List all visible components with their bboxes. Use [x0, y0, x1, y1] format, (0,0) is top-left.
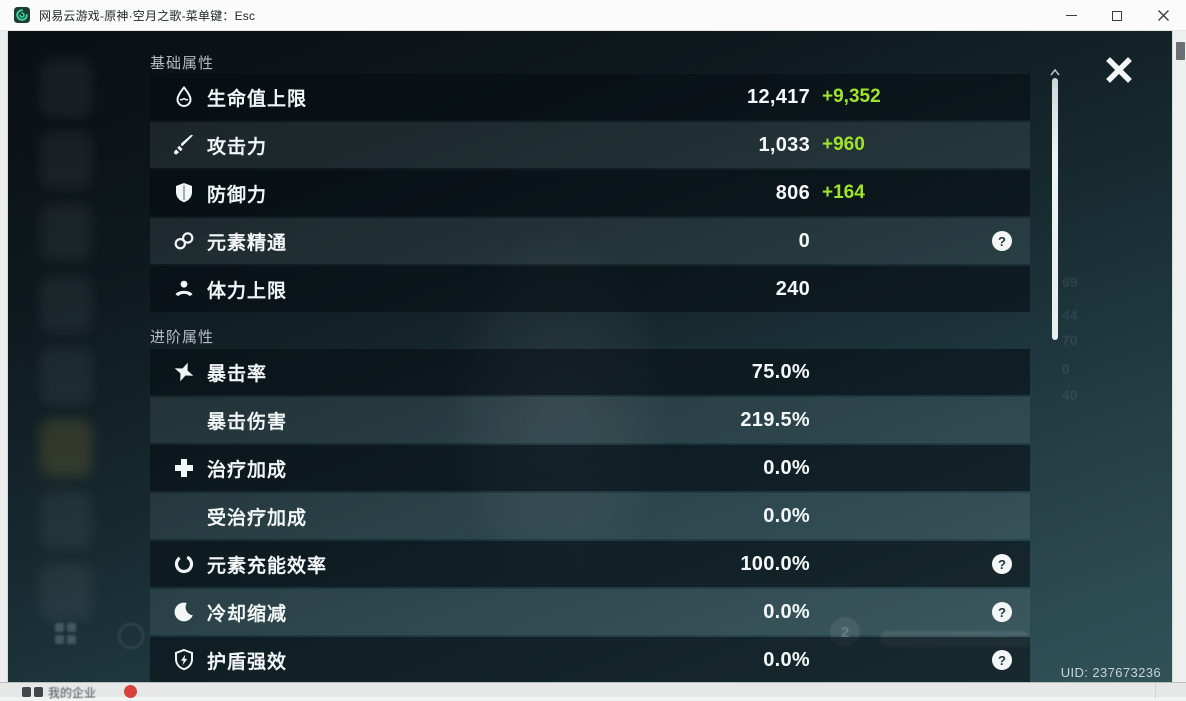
- scrollbar-up-arrow-icon: [1050, 68, 1060, 76]
- energy-recharge-icon: [172, 552, 196, 576]
- stat-label: 暴击率: [207, 363, 268, 385]
- host-frame-left: [0, 31, 8, 682]
- stat-label: 防御力: [207, 184, 268, 206]
- help-question-icon[interactable]: ?: [992, 554, 1012, 574]
- help-question-icon[interactable]: ?: [992, 650, 1012, 670]
- ghost-portrait-blob: [40, 491, 92, 549]
- panel-close-icon: [1106, 57, 1132, 83]
- healing-bonus-icon: [172, 456, 196, 480]
- help-question-icon[interactable]: ?: [992, 231, 1012, 251]
- stat-value: 100.0%: [740, 552, 810, 575]
- attack-sword-icon: [172, 133, 196, 157]
- stat-value: 0.0%: [763, 504, 810, 527]
- stat-label: 受治疗加成: [207, 507, 308, 529]
- hp-drop-icon: [172, 85, 196, 109]
- window-titlebar: 网易云游戏-原神·空月之歌-菜单键：Esc: [0, 0, 1186, 31]
- ghost-portrait-blob: [40, 563, 92, 621]
- shield-strength-icon: [172, 648, 196, 672]
- panel-close-button[interactable]: [1104, 55, 1134, 85]
- stat-label: 暴击伤害: [207, 411, 288, 433]
- stat-bonus-value: +960: [822, 134, 865, 155]
- footer-app-icon: [22, 687, 43, 697]
- stat-label: 治疗加成: [207, 459, 288, 481]
- minimize-button[interactable]: [1048, 0, 1094, 31]
- stat-row-max-hp: 生命值上限 12,417 +9,352: [150, 74, 1030, 120]
- host-frame-right: [1172, 31, 1186, 682]
- game-viewport: 2 69 44 70 0 40 基础属性 生命值上限 12,417 +9,352 攻击力 1,03…: [8, 31, 1172, 682]
- defense-shield-icon: [172, 181, 196, 205]
- footer-divider: [1155, 683, 1156, 698]
- window-title: 网易云游戏-原神·空月之歌-菜单键：Esc: [39, 8, 256, 23]
- stat-value: 1,033: [758, 133, 810, 156]
- stat-row-atk: 攻击力 1,033 +960: [150, 122, 1030, 168]
- stat-label: 护盾强效: [207, 651, 288, 673]
- stat-value: 75.0%: [751, 360, 810, 383]
- stat-row-elemental-mastery: 元素精通 0?: [150, 218, 1030, 264]
- attributes-panel: 基础属性生命值上限 12,417 +9,352 攻击力 1,033 +960 防御力 806 +…: [150, 52, 1030, 682]
- ghost-portrait-blob: [40, 59, 92, 117]
- stat-value: 240: [775, 277, 810, 300]
- stat-row-energy-recharge: 元素充能效率 100.0%?: [150, 541, 1030, 587]
- stat-value: 0: [798, 229, 810, 252]
- stat-row-healing-bonus: 治疗加成 0.0%: [150, 445, 1030, 491]
- clipped-ui-fragment: [1176, 42, 1185, 60]
- stat-bonus-value: +164: [822, 182, 865, 203]
- stat-value: 0.0%: [763, 648, 810, 671]
- help-question-icon[interactable]: ?: [992, 602, 1012, 622]
- ghost-number: 0: [1062, 361, 1070, 377]
- ghost-portrait-blob: [40, 347, 92, 405]
- minimize-icon: [1065, 14, 1077, 17]
- ghost-portrait-blob: [40, 203, 92, 261]
- ghost-number: 70: [1062, 332, 1078, 348]
- stat-value: 0.0%: [763, 456, 810, 479]
- stat-row-cd-reduction: 冷却缩减 0.0%?: [150, 589, 1030, 635]
- ghost-number: 40: [1062, 387, 1078, 403]
- stat-bonus-value: +9,352: [822, 86, 881, 107]
- stat-label: 攻击力: [207, 136, 268, 158]
- uid-label: UID: 237673236: [1060, 665, 1161, 680]
- stat-label: 元素精通: [207, 232, 288, 254]
- stat-row-shield-strength: 护盾强效 0.0%?: [150, 637, 1030, 682]
- ghost-menu-grid-icon: [55, 623, 77, 645]
- stat-row-max-stamina: 体力上限 240: [150, 266, 1030, 312]
- crit-rate-icon: [172, 360, 196, 384]
- footer-label[interactable]: 我的企业: [48, 686, 97, 700]
- ghost-portrait-blob: [40, 131, 92, 189]
- ghost-number: 69: [1062, 274, 1078, 290]
- stat-row-incoming-healing-bonus: 受治疗加成 0.0%: [150, 493, 1030, 539]
- stamina-icon: [172, 277, 196, 301]
- stat-label: 体力上限: [207, 280, 288, 302]
- ghost-portrait-blob: [40, 419, 92, 477]
- stat-label: 生命值上限: [207, 88, 308, 110]
- maximize-button[interactable]: [1094, 0, 1140, 31]
- panel-scrollbar[interactable]: [1048, 67, 1062, 347]
- maximize-icon: [1112, 10, 1122, 21]
- ghost-number: 44: [1062, 307, 1078, 323]
- elemental-mastery-icon: [172, 229, 196, 253]
- window-close-button[interactable]: [1140, 0, 1186, 31]
- stat-value: 806: [775, 181, 810, 204]
- stat-label: 冷却缩减: [207, 603, 288, 625]
- scrollbar-thumb[interactable]: [1052, 78, 1058, 340]
- stat-label: 元素充能效率: [207, 555, 328, 577]
- notification-badge: [124, 685, 137, 698]
- cooldown-icon: [172, 600, 196, 624]
- section-title: 进阶属性: [150, 329, 215, 346]
- section-title: 基础属性: [150, 55, 215, 72]
- ghost-circle-button: [118, 623, 144, 649]
- stat-row-crit-rate: 暴击率 75.0%: [150, 349, 1030, 395]
- stat-row-def: 防御力 806 +164: [150, 170, 1030, 216]
- host-footer-bar: 我的企业: [0, 682, 1186, 700]
- stat-value: 12,417: [747, 85, 810, 108]
- ghost-portrait-blob: [40, 275, 92, 333]
- netease-cloud-gaming-logo-icon: [14, 7, 30, 23]
- stat-value: 219.5%: [740, 408, 810, 431]
- stat-value: 0.0%: [763, 600, 810, 623]
- window-close-icon: [1157, 10, 1169, 21]
- stat-row-crit-dmg: 暴击伤害 219.5%: [150, 397, 1030, 443]
